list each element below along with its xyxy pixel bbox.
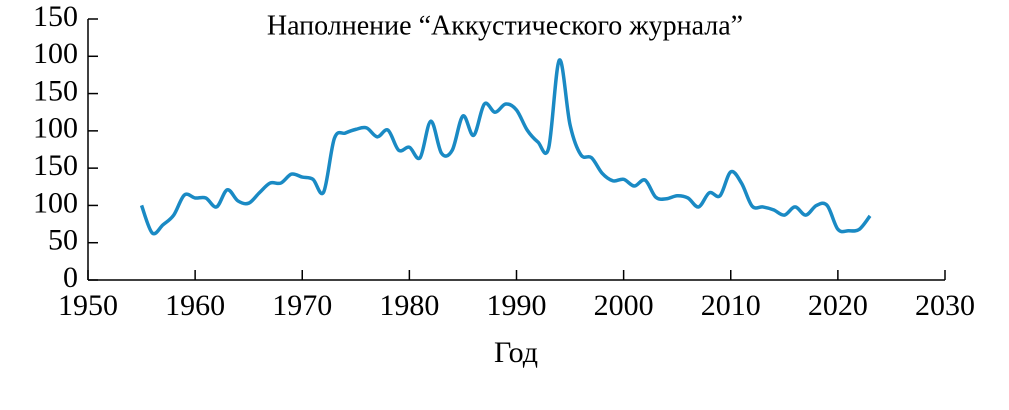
x-tick-label: 2000 <box>594 289 654 322</box>
chart-title: Наполнение “Аккустического журнала” <box>267 10 743 41</box>
y-tick-label: 100 <box>33 186 78 219</box>
x-tick-label: 1950 <box>58 289 118 322</box>
x-tick-label: 1970 <box>272 289 332 322</box>
y-tick-label: 150 <box>33 149 78 182</box>
x-tick-label: 2030 <box>915 289 975 322</box>
y-tick-label: 150 <box>33 0 78 33</box>
y-tick-label: 100 <box>33 37 78 70</box>
x-tick-label: 2020 <box>808 289 868 322</box>
x-tick-label: 1960 <box>165 289 225 322</box>
y-tick-label: 50 <box>48 224 78 257</box>
x-tick-label: 1990 <box>487 289 547 322</box>
data-line <box>139 58 872 236</box>
x-axis-label: Год <box>494 336 538 369</box>
y-tick-label: 150 <box>33 74 78 107</box>
y-tick-label: 0 <box>63 261 78 294</box>
x-tick-label: 1980 <box>379 289 439 322</box>
y-tick-label: 100 <box>33 112 78 145</box>
x-tick-label: 2010 <box>701 289 761 322</box>
